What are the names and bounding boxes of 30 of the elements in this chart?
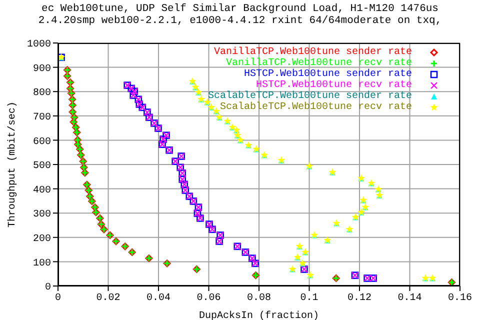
y-tick-label: 400: [32, 185, 51, 196]
x-tick-label: 0.02: [96, 293, 120, 304]
x-tick-label: 0.06: [196, 293, 221, 304]
y-tick-label: 300: [32, 210, 51, 221]
y-tick-label: 100: [32, 258, 51, 270]
x-tick-label: 0.04: [146, 293, 171, 304]
y-tick-label: 600: [32, 136, 51, 148]
x-tick-label: 0.16: [448, 293, 472, 304]
y-tick-label: 900: [32, 64, 51, 75]
x-tick-label: 0.12: [347, 293, 372, 304]
x-tick-label: 0: [54, 293, 62, 304]
y-tick-label: 1000: [26, 40, 51, 51]
y-tick-label: 800: [32, 88, 51, 100]
y-tick-label: 700: [32, 112, 51, 124]
legend-label: VanillaTCP.Web100tune recv rate: [226, 58, 412, 69]
legend-label: ScalableTCP.Web100tune sender rate: [208, 91, 412, 102]
x-tick-label: 0.08: [246, 293, 272, 304]
y-tick-label: 0: [44, 282, 51, 294]
legend-label: ScalableTCP.Web100tune recv rate: [220, 102, 412, 113]
chart-subtitle: 2.4.20smp web100-2.2.1, e1000-4.4.12 rxint 64/64moderate on txq,: [37, 15, 443, 27]
y-tick-label: 500: [32, 161, 51, 172]
legend-label: HSTCP.Web100tune sender rate: [244, 69, 412, 80]
y-axis-title: Throughput (mbit/sec): [6, 101, 19, 228]
x-tick-label: 0.1: [300, 293, 318, 304]
chart-title: ec Web100tune, UDP Self Similar Background Load, H1-M120 1476us: [40, 3, 440, 15]
legend-label: HSTCP.Web100tune recv rate: [256, 80, 412, 91]
x-axis-title: DupAcksIn (fraction): [198, 310, 320, 320]
legend-label: VanillaTCP.Web100tune sender rate: [214, 47, 412, 58]
x-tick-label: 0.14: [398, 293, 422, 304]
y-tick-label: 200: [32, 234, 51, 245]
